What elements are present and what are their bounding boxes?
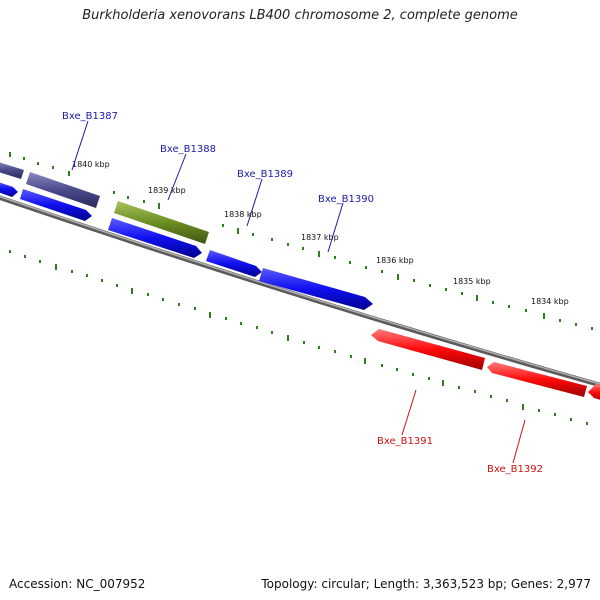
lower-tick-track <box>9 250 588 425</box>
tick-label-1838: 1838 kbp <box>224 210 262 219</box>
tick-label-1836: 1836 kbp <box>376 256 414 265</box>
gene-bxe-b1388-highlight[interactable] <box>114 201 209 244</box>
gene-reverse-arrow-2[interactable] <box>487 362 587 397</box>
tick-label-1837: 1837 kbp <box>301 233 339 242</box>
map-title: Burkholderia xenovorans LB400 chromosome… <box>82 8 518 23</box>
gene-reverse-arrow-3[interactable] <box>588 384 600 401</box>
gene-forward-arrow-5[interactable] <box>259 268 373 310</box>
gene-reverse-arrow-1[interactable] <box>371 329 485 370</box>
gene-label-bxe-b1391[interactable]: Bxe_B1391 <box>377 436 433 447</box>
topology-text: Topology: circular; Length: 3,363,523 bp… <box>261 577 591 591</box>
chromosome-backbone <box>0 195 600 388</box>
tick-label-1834: 1834 kbp <box>531 297 569 306</box>
gene-forward-arrow-4[interactable] <box>206 250 262 277</box>
label-connectors <box>71 120 526 464</box>
gene-label-bxe-b1387[interactable]: Bxe_B1387 <box>62 111 118 122</box>
tick-label-1835: 1835 kbp <box>453 277 491 286</box>
gene-forward-arrow-2[interactable] <box>20 189 92 221</box>
gene-forward-arrow-1[interactable] <box>0 181 18 197</box>
gene-label-bxe-b1392[interactable]: Bxe_B1392 <box>487 464 543 475</box>
gene-label-bxe-b1390[interactable]: Bxe_B1390 <box>318 194 374 205</box>
gene-bxe-b1387-highlight[interactable] <box>0 161 24 179</box>
tick-label-1840: 1840 kbp <box>72 160 110 169</box>
gene-bxe-b1387-highlight-2[interactable] <box>26 172 100 208</box>
upper-tick-track <box>9 152 593 330</box>
gene-forward-arrow-3[interactable] <box>108 218 202 258</box>
gene-label-bxe-b1388[interactable]: Bxe_B1388 <box>160 144 216 155</box>
gene-label-bxe-b1389[interactable]: Bxe_B1389 <box>237 169 293 180</box>
accession-text: Accession: NC_007952 <box>9 577 146 591</box>
chromosome-backbone-highlight <box>0 195 600 385</box>
tick-label-1839: 1839 kbp <box>148 186 186 195</box>
